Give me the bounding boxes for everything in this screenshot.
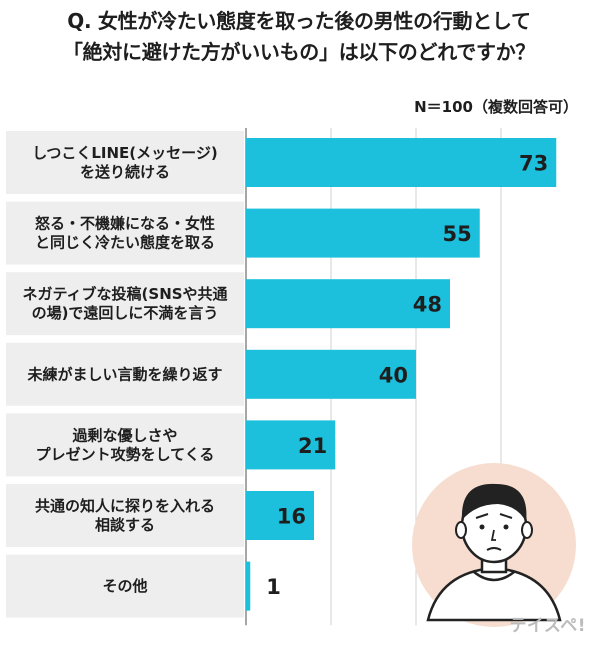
category-label: その他 bbox=[102, 577, 147, 595]
category-label: 過剰な優しさや bbox=[71, 426, 177, 444]
bar bbox=[246, 208, 480, 258]
value-label: 16 bbox=[277, 505, 306, 529]
bar bbox=[246, 138, 557, 187]
sample-size-note: N＝100（複数回答可） bbox=[414, 98, 578, 116]
bar bbox=[246, 420, 336, 470]
chart-title-line-1: Q. 女性が冷たい態度を取った後の男性の行動として bbox=[67, 9, 531, 33]
category-label: を送り続ける bbox=[80, 163, 170, 181]
category-label: プレゼント攻勢をしてくる bbox=[36, 445, 215, 463]
category-label-bg bbox=[6, 554, 244, 618]
category-label: と同じく冷たい態度を取る bbox=[35, 234, 215, 252]
category-label: 未練がましい言動を繰り返す bbox=[26, 365, 222, 383]
site-watermark: テイスペ! bbox=[509, 616, 586, 636]
category-label: 共通の知人に探りを入れる bbox=[35, 497, 215, 515]
category-label-bg bbox=[6, 413, 244, 477]
bar bbox=[246, 491, 314, 540]
value-label: 1 bbox=[266, 575, 281, 599]
category-label-bg bbox=[6, 272, 244, 336]
chart-title: Q. 女性が冷たい態度を取った後の男性の行動として 「絶対に避けた方がいいもの」… bbox=[0, 6, 598, 68]
value-label: 48 bbox=[413, 293, 442, 317]
person-illustration bbox=[412, 463, 576, 627]
category-label-bg bbox=[6, 131, 244, 194]
category-label: ネガティブな投稿(SNSや共通 bbox=[22, 285, 227, 303]
category-label: 相談する bbox=[95, 516, 155, 534]
value-label: 73 bbox=[519, 152, 548, 176]
chart-title-line-2: 「絶対に避けた方がいいもの」は以下のどれですか？ bbox=[62, 40, 536, 64]
category-label: 怒る・不機嫌になる・女性 bbox=[35, 215, 215, 233]
value-label: 21 bbox=[298, 434, 327, 458]
category-label: しつこくLINE(メッセージ) bbox=[32, 144, 217, 162]
category-label-bg bbox=[6, 342, 244, 406]
bar bbox=[246, 349, 416, 399]
bar bbox=[246, 561, 251, 611]
bar bbox=[246, 279, 450, 329]
value-label: 40 bbox=[379, 363, 408, 387]
value-label: 55 bbox=[443, 222, 472, 246]
category-label: の場)で遠回しに不満を言う bbox=[32, 304, 219, 322]
category-label-bg bbox=[6, 201, 244, 265]
category-label-bg bbox=[6, 484, 244, 547]
